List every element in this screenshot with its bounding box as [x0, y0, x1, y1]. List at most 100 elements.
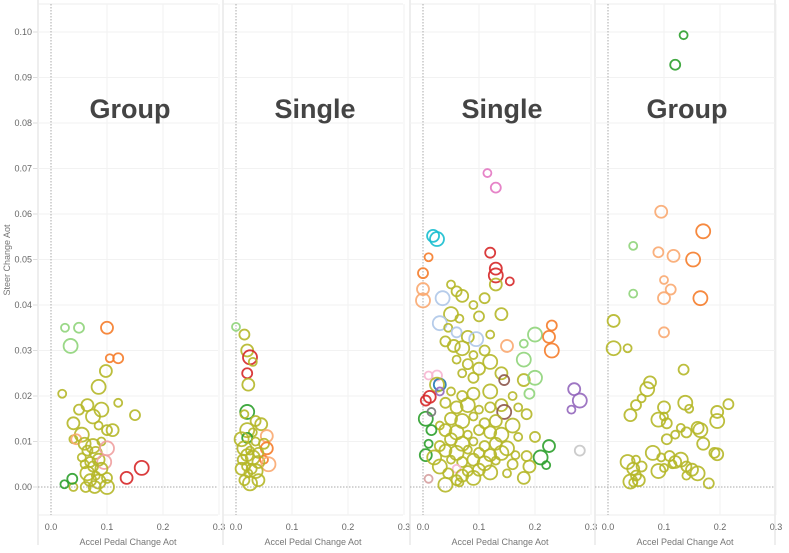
- y-axis: 0.00 0.01 0.02 0.03 0.04 0.05 0.06 0.07 0.08 0.09…: [14, 27, 38, 492]
- data-point: [455, 288, 470, 303]
- panel-4: 0.0 0.1 0.2 0.3 Accel Pedal Change Aot Group: [594, 0, 782, 547]
- data-point: [468, 300, 479, 310]
- x-tick-label: 0.1: [658, 522, 671, 532]
- data-point: [468, 436, 479, 447]
- data-point: [506, 458, 519, 471]
- data-point: [543, 342, 560, 359]
- data-point: [516, 470, 531, 485]
- data-point: [238, 474, 251, 487]
- data-point: [527, 369, 543, 386]
- y-tick-label: 0.01: [14, 437, 32, 447]
- data-point: [722, 398, 735, 411]
- data-point: [468, 350, 479, 360]
- data-point: [73, 321, 85, 334]
- panel-2: 0.0 0.1 0.2 0.3 Accel Pedal Change Aot Single: [222, 0, 410, 547]
- data-point: [133, 459, 150, 476]
- data-point: [659, 275, 669, 285]
- data-point: [660, 417, 673, 430]
- data-point: [484, 246, 497, 259]
- data-point: [666, 248, 681, 263]
- data-point: [696, 436, 711, 451]
- y-tick-label: 0.05: [14, 255, 32, 265]
- data-point: [482, 464, 499, 481]
- data-point: [247, 356, 258, 367]
- data-point: [450, 326, 463, 339]
- data-point: [66, 416, 81, 431]
- data-point: [465, 469, 482, 486]
- data-point: [482, 383, 499, 400]
- data-point: [443, 322, 454, 333]
- data-point: [236, 440, 253, 457]
- data-point: [659, 462, 669, 473]
- data-point: [462, 444, 473, 455]
- y-tick-label: 0.00: [14, 482, 32, 492]
- data-point: [426, 228, 440, 243]
- data-point: [242, 475, 258, 492]
- x-axis-label: Accel Pedal Change Aot: [264, 537, 362, 547]
- data-point: [483, 448, 498, 463]
- data-point: [434, 386, 445, 397]
- data-point: [474, 404, 484, 415]
- data-point: [500, 339, 514, 353]
- x-tick-label: 0.0: [45, 522, 58, 532]
- data-point: [513, 432, 524, 442]
- data-point: [101, 424, 113, 437]
- data-point: [105, 423, 120, 438]
- data-point: [685, 251, 702, 268]
- data-point: [504, 417, 521, 434]
- data-point: [448, 444, 465, 461]
- data-point: [669, 58, 682, 71]
- data-point: [446, 339, 461, 353]
- panel-title: Single: [461, 94, 542, 124]
- data-point: [520, 450, 533, 462]
- data-point: [494, 366, 509, 381]
- data-point: [527, 326, 543, 343]
- data-point: [710, 447, 725, 462]
- data-point: [66, 472, 79, 485]
- y-tick-label: 0.06: [14, 209, 32, 219]
- data-point: [628, 477, 639, 488]
- data-point: [231, 321, 241, 332]
- data-point: [233, 431, 250, 448]
- data-point: [251, 473, 266, 488]
- data-point: [254, 417, 269, 432]
- data-point: [690, 420, 705, 435]
- x-tick-label: 0.0: [417, 522, 430, 532]
- data-point: [439, 396, 452, 409]
- data-point: [417, 410, 434, 427]
- data-point: [695, 223, 712, 240]
- data-point: [444, 411, 458, 426]
- x-tick-label: 0.0: [602, 522, 615, 532]
- data-point: [473, 310, 485, 323]
- data-point: [573, 444, 586, 457]
- data-point: [504, 276, 515, 287]
- data-point: [667, 459, 678, 470]
- data-point: [478, 344, 491, 357]
- data-point: [81, 444, 94, 457]
- data-point: [510, 450, 521, 461]
- data-point: [488, 277, 503, 292]
- data-point: [654, 204, 669, 219]
- data-point: [488, 261, 503, 276]
- data-point: [681, 470, 692, 481]
- data-point: [516, 373, 531, 387]
- x-tick-label: 0.2: [342, 522, 355, 532]
- data-point: [677, 363, 690, 376]
- x-tick-label: 0.1: [101, 522, 114, 532]
- data-point: [454, 340, 471, 357]
- data-point: [241, 367, 254, 380]
- data-point: [664, 283, 677, 296]
- data-point: [692, 422, 709, 439]
- data-point: [93, 420, 104, 431]
- data-point: [98, 364, 113, 378]
- y-tick-label: 0.02: [14, 391, 32, 401]
- x-tick-label: 0.2: [157, 522, 170, 532]
- y-axis-label: Steer Change Aot: [2, 224, 12, 296]
- data-point: [423, 438, 434, 449]
- data-point: [605, 340, 622, 357]
- data-point: [622, 343, 633, 354]
- data-point: [468, 411, 479, 422]
- data-point: [239, 422, 256, 439]
